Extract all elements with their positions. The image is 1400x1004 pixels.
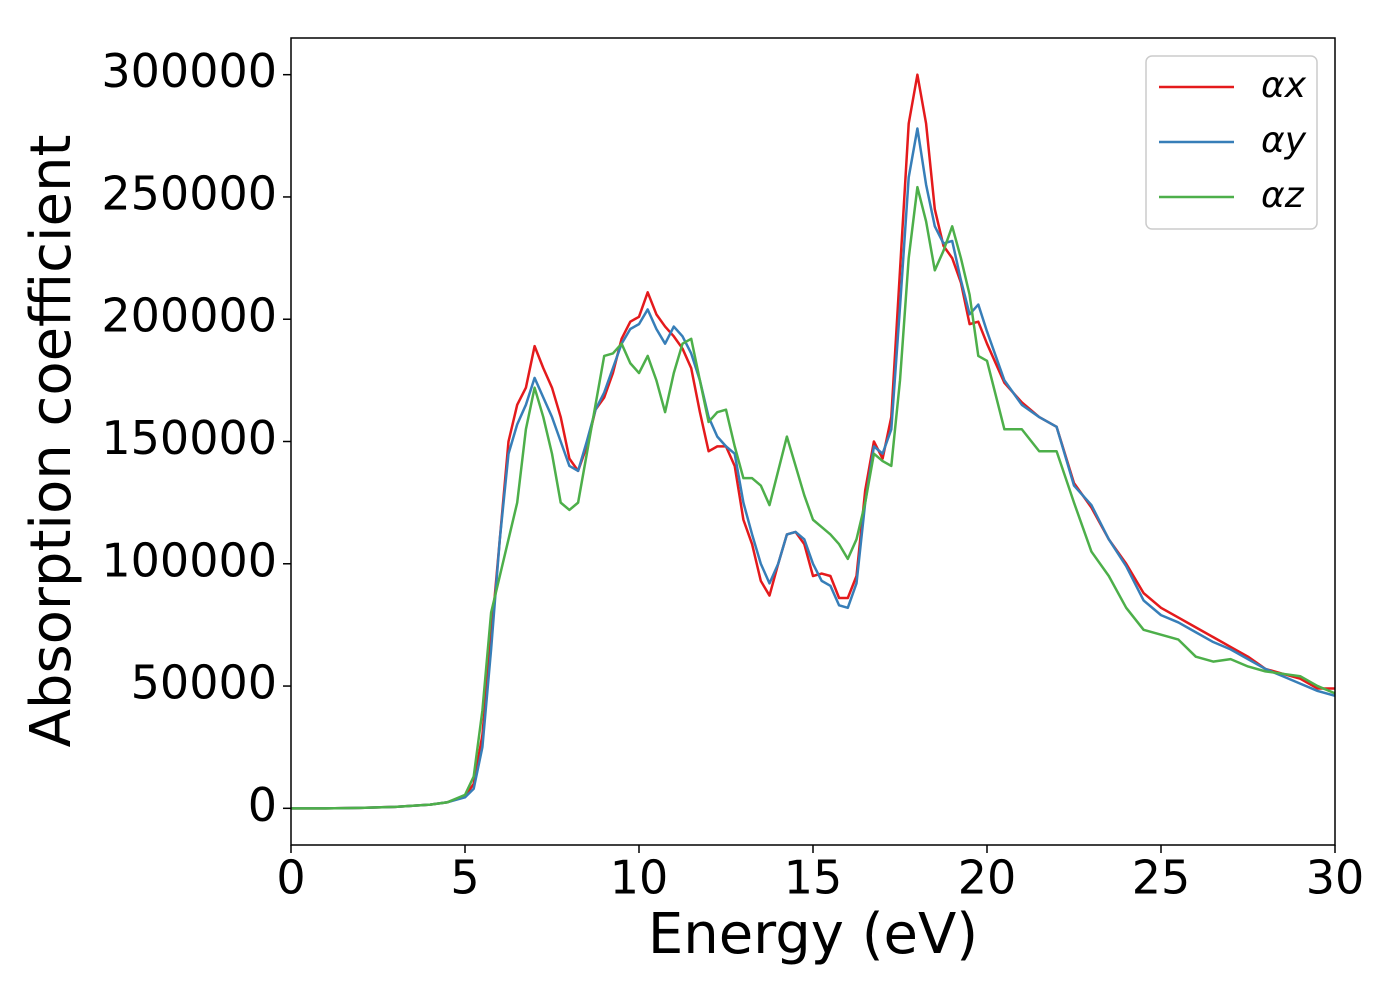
y-tick-label: 250000 <box>101 166 277 220</box>
x-tick-label: 25 <box>1132 851 1191 905</box>
x-axis-label: Energy (eV) <box>648 902 978 967</box>
x-tick-label: 0 <box>276 851 305 905</box>
y-axis-label: Absorption coefficient <box>19 135 84 748</box>
y-tick-label: 0 <box>248 778 277 832</box>
x-tick-label: 15 <box>784 851 843 905</box>
y-tick-label: 200000 <box>101 289 277 343</box>
legend-label: αx <box>1261 65 1307 106</box>
data-line <box>291 127 1335 810</box>
y-tick-label: 150000 <box>101 411 277 465</box>
legend-label: αy <box>1261 120 1307 161</box>
x-tick-label: 30 <box>1306 851 1365 905</box>
data-line <box>291 185 1335 810</box>
x-tick-label: 5 <box>450 851 479 905</box>
plot-frame <box>290 37 1336 846</box>
x-tick-label: 10 <box>610 851 669 905</box>
y-tick-label: 300000 <box>101 44 277 98</box>
x-tick-label: 20 <box>958 851 1017 905</box>
legend-label: αz <box>1261 175 1305 216</box>
y-tick-label: 50000 <box>131 656 277 710</box>
y-tick-label: 100000 <box>101 533 277 587</box>
